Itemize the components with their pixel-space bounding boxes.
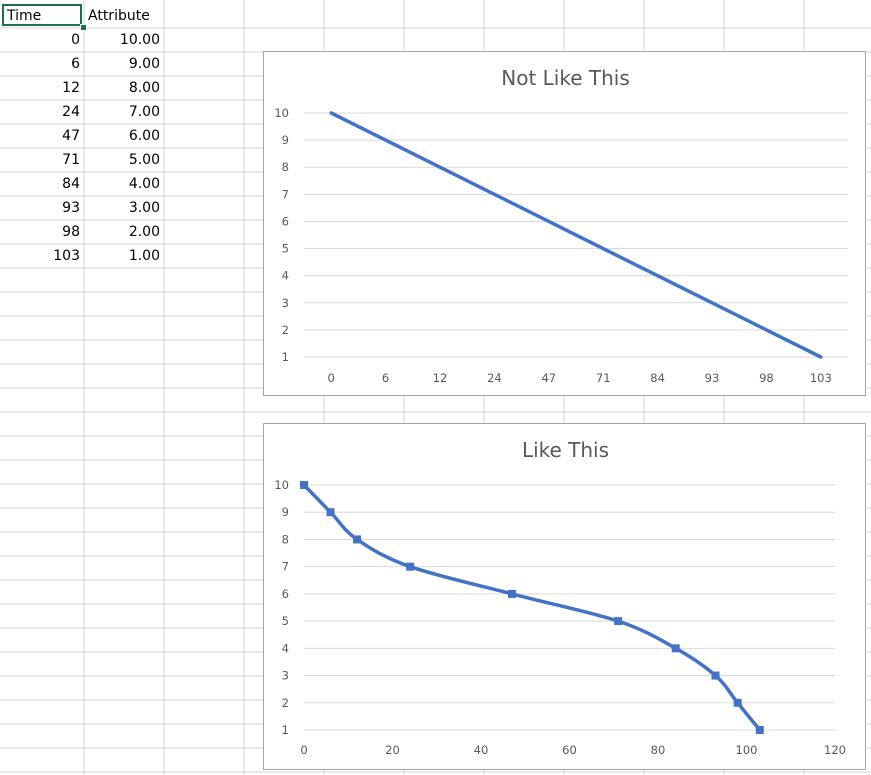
data-point-marker [353,535,362,544]
y-tick-label: 10 [274,478,289,492]
x-tick-label: 60 [562,743,577,757]
x-tick-label: 12 [433,371,448,385]
attribute-cell[interactable]: 3.00 [128,200,160,216]
time-cell[interactable]: 71 [62,152,80,168]
x-tick-label: 6 [382,371,389,385]
time-cell[interactable]: 84 [62,176,80,192]
chart-like-this[interactable]: Like This 1 2 3 4 5 6 7 8 9 10 0 20 40 60 80 100 120 [263,423,866,770]
chart-title: Not Like This [501,66,630,90]
time-cell[interactable]: 0 [71,32,80,48]
x-tick-label: 93 [705,371,720,385]
data-point-marker [614,617,623,626]
y-tick-label: 1 [282,723,289,737]
attribute-cell[interactable]: 6.00 [128,128,160,144]
y-tick-label: 4 [282,641,289,655]
time-cell[interactable]: 47 [62,128,80,144]
attribute-cell[interactable]: 4.00 [128,176,160,192]
fill-handle[interactable] [80,24,87,31]
y-tick-label: 9 [282,133,289,147]
header-cell-time[interactable]: Time [7,8,42,24]
time-cell[interactable]: 12 [62,80,80,96]
y-tick-label: 10 [274,106,289,120]
time-cell[interactable]: 6 [71,56,80,72]
series-line [302,483,762,732]
data-point-marker [300,481,308,489]
y-tick-label: 8 [282,160,289,174]
x-tick-label: 120 [824,743,846,757]
time-cell[interactable]: 103 [53,248,80,264]
y-tick-label: 2 [282,323,289,337]
y-tick-label: 4 [282,269,289,283]
attribute-cell[interactable]: 9.00 [128,56,160,72]
attribute-cell[interactable]: 8.00 [128,80,160,96]
attribute-cell[interactable]: 2.00 [128,224,160,240]
data-point-marker [671,644,680,653]
x-tick-label: 98 [759,371,774,385]
y-tick-label: 6 [282,587,289,601]
x-tick-label: 0 [328,371,335,385]
attribute-cell[interactable]: 7.00 [128,104,160,120]
time-cell[interactable]: 98 [62,224,80,240]
active-cell-selection [2,4,82,26]
chart-not-like-this[interactable]: Not Like This 1 2 3 4 5 6 7 8 9 10 0 6 12 24 47 71 84 93 98… [263,51,866,396]
attribute-cell[interactable]: 1.00 [128,248,160,264]
time-cell[interactable]: 93 [62,200,80,216]
y-tick-label: 9 [282,505,289,519]
y-tick-label: 8 [282,532,289,546]
x-tick-label: 100 [736,743,758,757]
y-tick-label: 1 [282,350,289,364]
x-tick-label: 20 [385,743,400,757]
x-tick-label: 40 [474,743,489,757]
y-tick-label: 6 [282,214,289,228]
x-tick-label: 71 [596,371,611,385]
x-tick-label: 80 [651,743,666,757]
data-point-marker [733,698,742,707]
chart-title: Like This [522,438,609,462]
x-tick-label: 103 [810,371,832,385]
header-cell-attribute[interactable]: Attribute [88,8,150,24]
time-cell[interactable]: 24 [62,104,80,120]
attribute-cell[interactable]: 10.00 [119,32,160,48]
data-point-marker [507,589,516,598]
data-point-marker [326,508,335,517]
y-tick-label: 2 [282,696,289,710]
attribute-cell[interactable]: 5.00 [128,152,160,168]
y-tick-label: 5 [282,614,289,628]
y-tick-label: 7 [282,560,289,574]
data-point-marker [755,726,764,734]
x-tick-label: 47 [541,371,556,385]
y-tick-label: 5 [282,242,289,256]
x-tick-label: 24 [487,371,502,385]
data-point-marker [711,671,720,680]
series-line [329,111,823,359]
y-tick-label: 7 [282,187,289,201]
y-tick-label: 3 [282,669,289,683]
x-tick-label: 84 [650,371,665,385]
data-point-marker [406,562,415,571]
x-tick-label: 0 [300,743,307,757]
y-tick-label: 3 [282,296,289,310]
